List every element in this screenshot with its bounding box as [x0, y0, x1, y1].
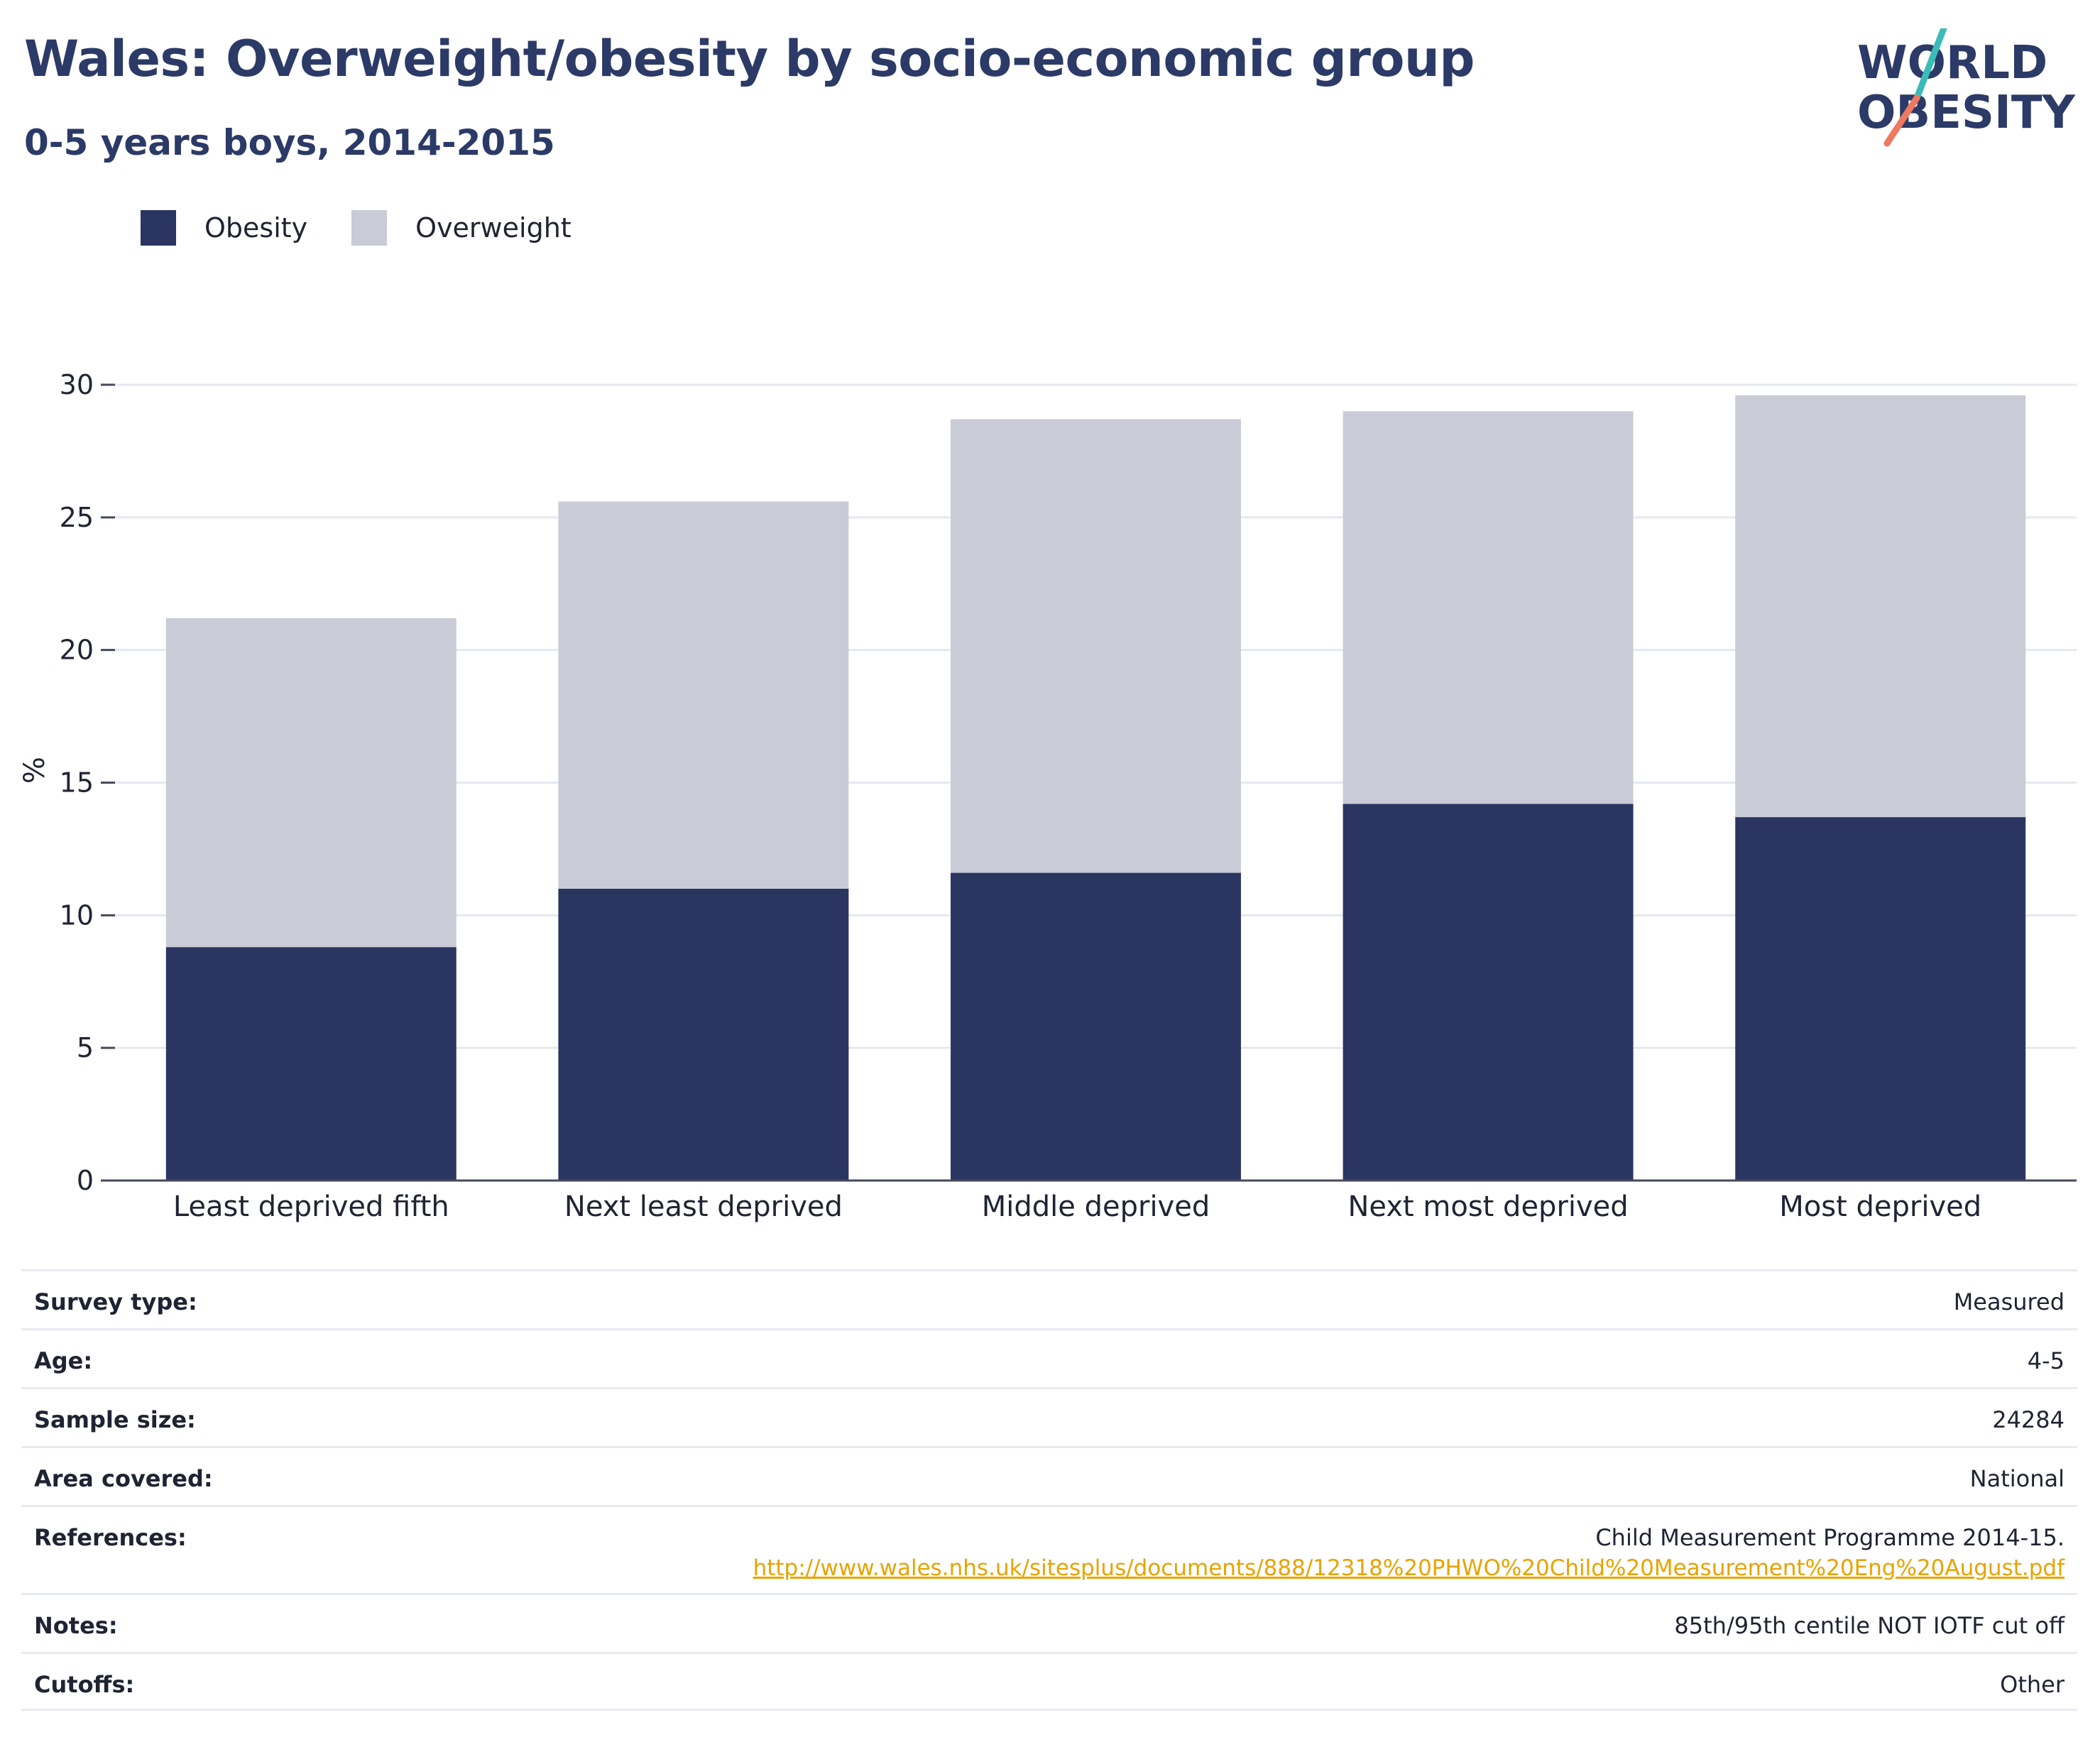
survey-details-table: Survey type: Measured Age: 4-5 Sample si… [21, 1269, 2077, 1711]
label-references: References: [34, 1524, 187, 1551]
legend-swatch-obesity [141, 210, 176, 246]
world-obesity-logo: WORLD OBESITY [1857, 28, 2075, 147]
x-category-label: Most deprived [1779, 1190, 1981, 1223]
x-category-label: Next least deprived [564, 1190, 843, 1223]
chart-subtitle: 0-5 years boys, 2014-2015 [24, 122, 555, 163]
row-area-covered: Area covered: National [21, 1446, 2077, 1505]
row-cutoffs: Cutoffs: Other [21, 1652, 2077, 1711]
label-sample-size: Sample size: [34, 1406, 196, 1433]
y-tick-label: 20 [60, 635, 94, 666]
value-age: 4-5 [2027, 1347, 2065, 1374]
value-notes: 85th/95th centile NOT IOTF cut off [1674, 1612, 2065, 1639]
bar-overweight-3[interactable] [951, 419, 1241, 873]
value-references: Child Measurement Programme 2014-15. htt… [753, 1524, 2065, 1581]
value-cutoffs: Other [2000, 1671, 2065, 1698]
label-survey-type: Survey type: [34, 1288, 197, 1315]
y-axis-ticks: 0 5 10 15 20 25 30 [60, 369, 115, 1196]
reference-link[interactable]: http://www.wales.nhs.uk/sitesplus/docume… [753, 1555, 2065, 1581]
value-survey-type: Measured [1953, 1288, 2065, 1315]
label-age: Age: [34, 1347, 93, 1374]
bar-overweight-4[interactable] [1342, 411, 1634, 804]
logo-word-obesity: OBESITY [1857, 87, 2075, 139]
row-age: Age: 4-5 [21, 1328, 2077, 1387]
row-survey-type: Survey type: Measured [21, 1269, 2077, 1328]
legend-label-overweight: Overweight [415, 212, 572, 243]
bar-obesity-1[interactable] [165, 947, 456, 1181]
bar-overweight-5[interactable] [1735, 395, 2026, 818]
logo-slash-coral [1883, 94, 1920, 147]
bar-obesity-5[interactable] [1735, 817, 2026, 1181]
x-axis-labels: Least deprived fifth Next least deprived M… [173, 1190, 1981, 1223]
y-tick-label: 25 [60, 502, 94, 533]
bar-overweight-1[interactable] [165, 618, 456, 948]
bar-obesity-3[interactable] [951, 872, 1241, 1181]
x-category-label: Middle deprived [982, 1190, 1210, 1223]
row-references: References: Child Measurement Programme … [21, 1505, 2077, 1593]
bar-overweight-2[interactable] [558, 501, 849, 889]
row-notes: Notes: 85th/95th centile NOT IOTF cut of… [21, 1593, 2077, 1652]
logo-word-world: WORLD [1857, 37, 2047, 89]
x-category-label: Least deprived fifth [173, 1190, 449, 1223]
legend-item-obesity[interactable]: Obesity [141, 210, 307, 246]
y-tick-label: 30 [60, 369, 94, 400]
legend-label-obesity: Obesity [204, 212, 308, 243]
y-tick-label: 10 [60, 899, 94, 931]
bars [165, 395, 2026, 1181]
label-cutoffs: Cutoffs: [34, 1671, 135, 1698]
legend-swatch-overweight [351, 210, 388, 246]
y-tick-label: 0 [77, 1165, 94, 1196]
stacked-bar-chart: 0 5 10 15 20 25 30 % Least deprived fifth Next … [18, 369, 2077, 1223]
bar-obesity-4[interactable] [1342, 804, 1634, 1181]
chart-title: Wales: Overweight/obesity by socio-econo… [24, 30, 1475, 88]
row-sample-size: Sample size: 24284 [21, 1387, 2077, 1446]
value-area-covered: National [1969, 1465, 2065, 1492]
y-axis-label: % [18, 757, 51, 784]
legend-item-overweight[interactable]: Overweight [351, 210, 572, 246]
label-notes: Notes: [34, 1612, 118, 1639]
legend: Obesity Overweight [141, 210, 616, 246]
label-area-covered: Area covered: [34, 1465, 213, 1492]
y-tick-label: 15 [60, 767, 94, 799]
value-sample-size: 24284 [1992, 1406, 2065, 1433]
x-category-label: Next most deprived [1347, 1190, 1628, 1223]
logo-slash-teal [1913, 28, 1947, 102]
bar-obesity-2[interactable] [558, 888, 849, 1181]
y-tick-label: 5 [77, 1032, 94, 1063]
reference-text: Child Measurement Programme 2014-15. [1595, 1524, 2065, 1551]
